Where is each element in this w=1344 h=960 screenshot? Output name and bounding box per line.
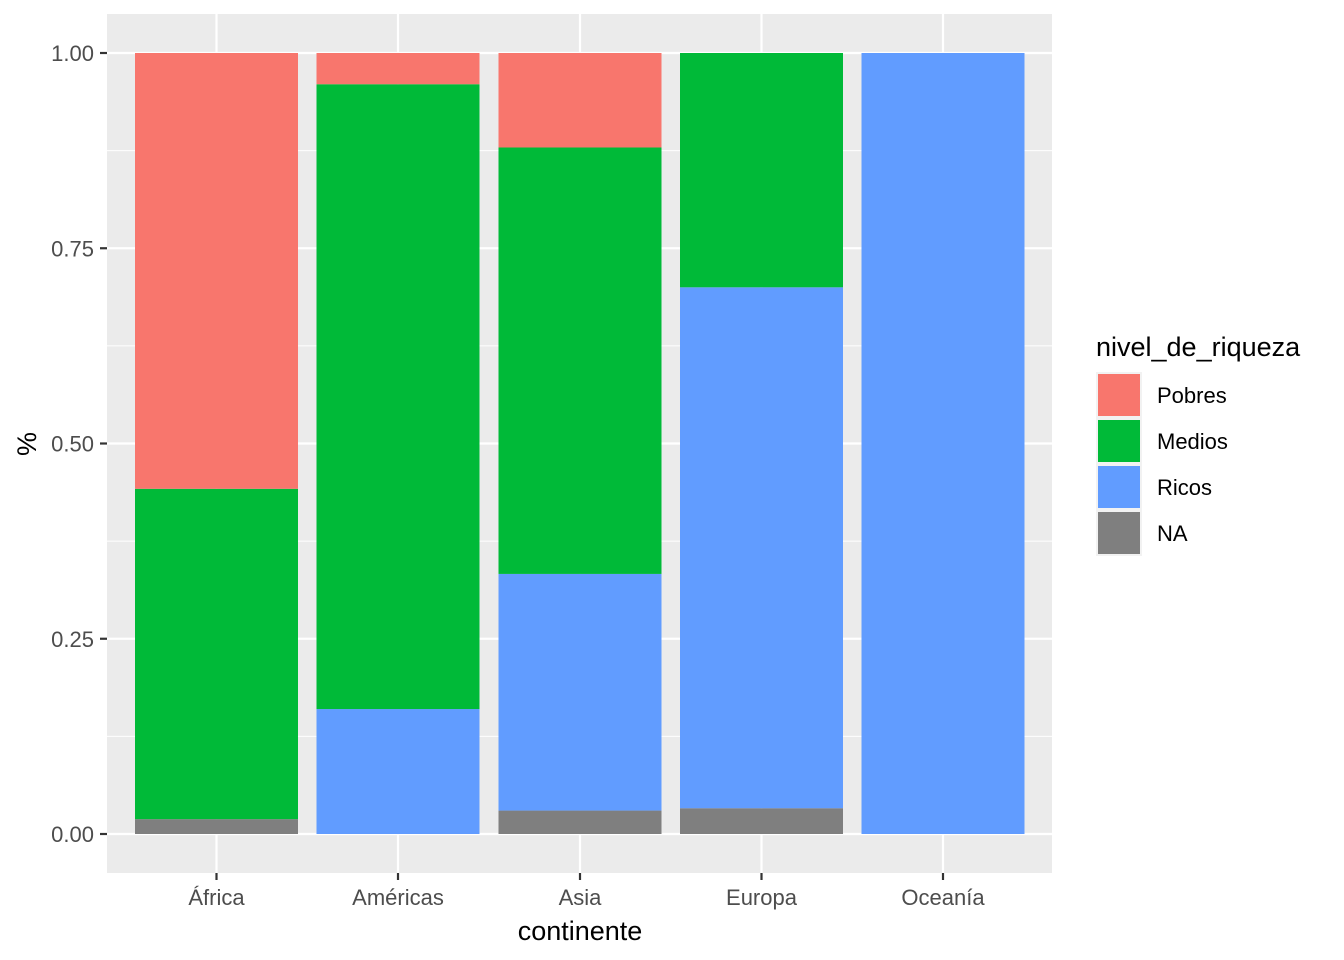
bar-segment-ricos xyxy=(861,53,1025,834)
legend: nivel_de_riqueza Pobres Medios Ricos NA xyxy=(1096,332,1301,556)
legend-key-medios xyxy=(1098,420,1140,462)
legend-key-pobres xyxy=(1098,374,1140,416)
bar-segment-medios xyxy=(135,488,298,820)
y-tick-label: 0.25 xyxy=(51,627,94,652)
legend-title: nivel_de_riqueza xyxy=(1096,332,1301,362)
bar-segment-pobres xyxy=(316,53,480,85)
x-tick-label: Oceanía xyxy=(901,885,985,910)
x-axis: África Américas Asia Europa Oceanía xyxy=(188,873,985,910)
y-axis-title: % xyxy=(12,432,42,456)
bars xyxy=(135,53,1025,834)
bar-segment-na xyxy=(680,808,843,834)
legend-key-ricos xyxy=(1098,466,1140,508)
bar-segment-ricos xyxy=(680,287,843,809)
y-tick-label: 0.75 xyxy=(51,236,94,261)
x-tick-label: Europa xyxy=(726,885,798,910)
bar-segment-ricos xyxy=(316,709,480,834)
bar-segment-medios xyxy=(316,84,480,710)
legend-label: Medios xyxy=(1157,429,1228,454)
x-tick-label: Américas xyxy=(352,885,444,910)
bar-segment-pobres xyxy=(135,53,298,489)
legend-label: Ricos xyxy=(1157,475,1212,500)
bar-segment-na xyxy=(135,819,298,834)
x-tick-label: Asia xyxy=(559,885,603,910)
legend-label: Pobres xyxy=(1157,383,1227,408)
bar-segment-ricos xyxy=(498,573,662,811)
legend-key-na xyxy=(1098,512,1140,554)
bar-segment-na xyxy=(498,810,662,834)
legend-label: NA xyxy=(1157,521,1188,546)
y-tick-label: 0.00 xyxy=(51,822,94,847)
y-axis: 0.00 0.25 0.50 0.75 1.00 xyxy=(51,41,107,847)
x-tick-label: África xyxy=(188,885,245,910)
x-axis-title: continente xyxy=(518,916,643,946)
bar-segment-medios xyxy=(498,147,662,574)
y-tick-label: 0.50 xyxy=(51,432,94,457)
bar-segment-medios xyxy=(680,53,843,288)
y-tick-label: 1.00 xyxy=(51,41,94,66)
bar-segment-pobres xyxy=(498,53,662,148)
